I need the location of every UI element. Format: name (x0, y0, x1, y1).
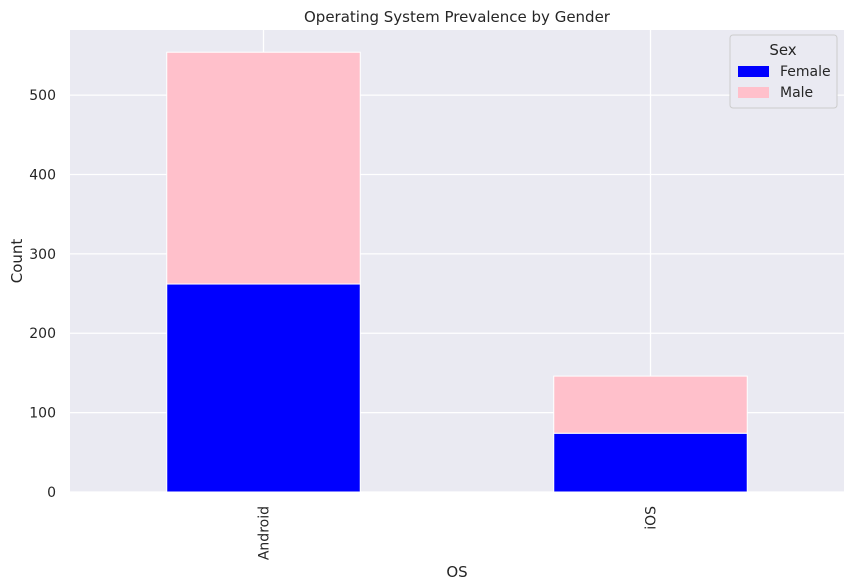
bar-android-male (166, 51, 361, 285)
y-tick-labels: 0 100 200 300 400 500 (29, 88, 56, 501)
y-tick-label: 0 (47, 485, 56, 501)
bar-ios-female (553, 432, 748, 493)
legend-title: Sex (769, 41, 796, 59)
bar-android-female (166, 283, 361, 493)
legend: Sex Female Male (729, 34, 838, 109)
x-tick-label-android: Android (257, 506, 273, 560)
y-tick-label: 100 (29, 406, 56, 422)
y-tick-label: 300 (29, 247, 56, 263)
x-tick-label-ios: iOS (644, 506, 660, 530)
y-tick-label: 500 (29, 88, 56, 104)
legend-label-female: Female (780, 64, 831, 80)
x-axis-label: OS (446, 563, 467, 581)
bars (166, 51, 748, 493)
legend-swatch-female (738, 66, 769, 77)
legend-swatch-male (738, 87, 769, 98)
chart-title: Operating System Prevalence by Gender (304, 8, 611, 26)
bar-ios-male (553, 375, 748, 434)
y-tick-label: 200 (29, 326, 56, 342)
x-tick-labels: Android iOS (257, 506, 660, 560)
y-axis-label: Count (8, 239, 26, 284)
legend-label-male: Male (780, 85, 813, 101)
y-tick-label: 400 (29, 167, 56, 183)
